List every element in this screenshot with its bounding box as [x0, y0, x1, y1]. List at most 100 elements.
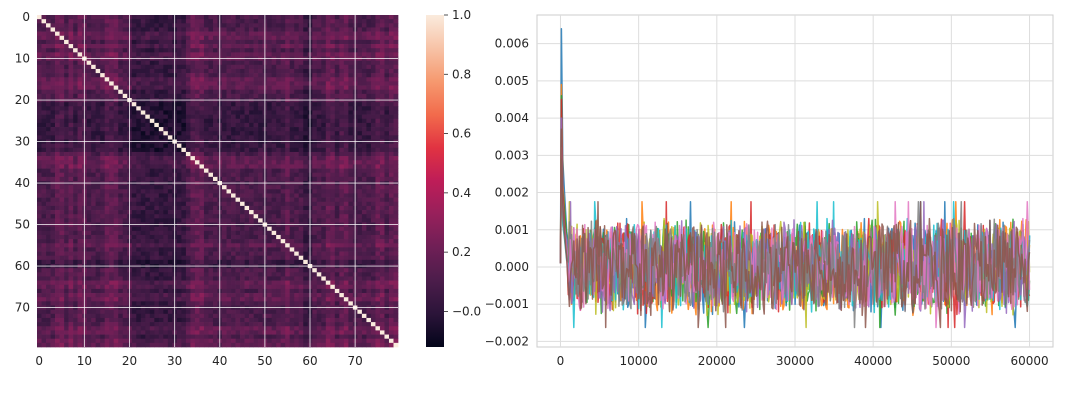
heatmap-cell — [325, 197, 331, 203]
heatmap-cell — [73, 164, 78, 169]
heatmap-cell — [384, 19, 390, 24]
heatmap-cell — [226, 93, 232, 99]
heatmap-cell — [185, 52, 191, 57]
heatmap-cell — [118, 93, 124, 99]
heatmap-cell — [131, 118, 137, 124]
heatmap-cell — [136, 259, 142, 265]
heatmap-cell — [375, 255, 381, 261]
heatmap-cell — [212, 27, 218, 32]
heatmap-cell — [190, 23, 196, 28]
heatmap-cell — [64, 15, 69, 20]
heatmap-cell — [258, 143, 263, 149]
heatmap-cell — [357, 151, 363, 157]
heatmap-cell — [77, 239, 83, 244]
heatmap-cell — [149, 185, 155, 190]
heatmap-cell — [55, 85, 60, 91]
heatmap-cell — [348, 44, 354, 49]
heatmap-cell — [136, 127, 142, 132]
heatmap-cell — [181, 201, 187, 207]
heatmap-cell — [375, 127, 381, 132]
heatmap-cell — [366, 31, 372, 37]
heatmap-cell — [203, 73, 209, 78]
heatmap-cell — [235, 60, 241, 66]
heatmap-cell — [50, 48, 56, 53]
heatmap-cell — [77, 156, 83, 161]
heatmap-cell — [294, 268, 300, 273]
heatmap-cell — [158, 214, 164, 219]
heatmap-cell — [113, 218, 119, 223]
heatmap-cell — [253, 197, 259, 203]
heatmap-cell — [280, 243, 286, 248]
heatmap-cell — [316, 52, 322, 57]
heatmap-cell — [194, 15, 200, 20]
heatmap-cell — [91, 239, 97, 244]
heatmap-cell — [388, 135, 394, 140]
heatmap-cell — [100, 255, 106, 261]
heatmap-cell — [244, 268, 250, 273]
heatmap-cell — [321, 247, 327, 252]
heatmap-cell — [181, 210, 187, 215]
heatmap-cell — [294, 77, 300, 82]
heatmap-cell — [240, 226, 245, 232]
heatmap-cell — [176, 272, 182, 277]
heatmap-cell — [154, 185, 160, 190]
heatmap-cell — [334, 102, 340, 107]
heatmap-cell — [194, 85, 200, 91]
heatmap-cell — [86, 247, 92, 252]
heatmap-cell — [298, 106, 304, 111]
heatmap-cell — [203, 127, 209, 132]
heatmap-cell — [104, 259, 110, 265]
heatmap-cell — [244, 193, 250, 198]
heatmap-cell — [235, 185, 241, 190]
heatmap-cell — [325, 35, 331, 41]
heatmap-cell — [109, 44, 115, 49]
heatmap-cell — [253, 110, 259, 115]
heatmap-cell — [226, 143, 232, 149]
heatmap-cell — [249, 251, 254, 257]
heatmap-cell — [140, 210, 146, 215]
heatmap-cell — [276, 147, 282, 153]
heatmap-cell — [185, 64, 191, 70]
heatmap-cell — [280, 89, 286, 95]
heatmap-cell — [231, 93, 236, 99]
heatmap-cell — [149, 172, 155, 178]
heatmap-cell — [73, 85, 78, 91]
heatmap-cell — [194, 73, 200, 78]
heatmap-cell — [37, 85, 42, 91]
heatmap-cell — [303, 35, 309, 41]
heatmap-cell — [271, 64, 277, 70]
heatmap-cell — [136, 247, 142, 252]
heatmap-cell — [46, 234, 51, 240]
heatmap-cell — [357, 226, 363, 232]
heatmap-cell — [285, 110, 291, 115]
heatmap-cell — [118, 259, 124, 265]
heatmap-cell — [194, 176, 200, 182]
heatmap-cell — [357, 85, 363, 91]
heatmap-cell — [343, 122, 349, 128]
heatmap-cell — [100, 226, 106, 232]
heatmap-cell — [109, 15, 115, 20]
heatmap-cell — [366, 230, 372, 236]
heatmap-cell — [294, 197, 300, 203]
heatmap-cell — [208, 27, 214, 32]
heatmap-cell — [312, 268, 318, 273]
heatmap-cell — [163, 172, 169, 178]
heatmap-cell — [86, 44, 92, 49]
heatmap-cell — [163, 77, 169, 82]
heatmap-cell — [285, 197, 291, 203]
heatmap-cell — [375, 39, 381, 45]
heatmap-cell — [388, 110, 394, 115]
heatmap-cell — [46, 268, 51, 273]
heatmap-cell — [303, 243, 309, 248]
heatmap-cell — [113, 214, 119, 219]
heatmap-cell — [163, 197, 169, 203]
heatmap-cell — [312, 44, 318, 49]
heatmap-cell — [285, 151, 291, 157]
heatmap-cell — [140, 218, 146, 223]
heatmap-cell — [357, 259, 363, 265]
heatmap-cell — [303, 15, 309, 20]
heatmap-cell — [357, 93, 363, 99]
heatmap-cell — [41, 205, 47, 211]
heatmap-cell — [267, 31, 272, 37]
heatmap-cell — [91, 89, 97, 95]
